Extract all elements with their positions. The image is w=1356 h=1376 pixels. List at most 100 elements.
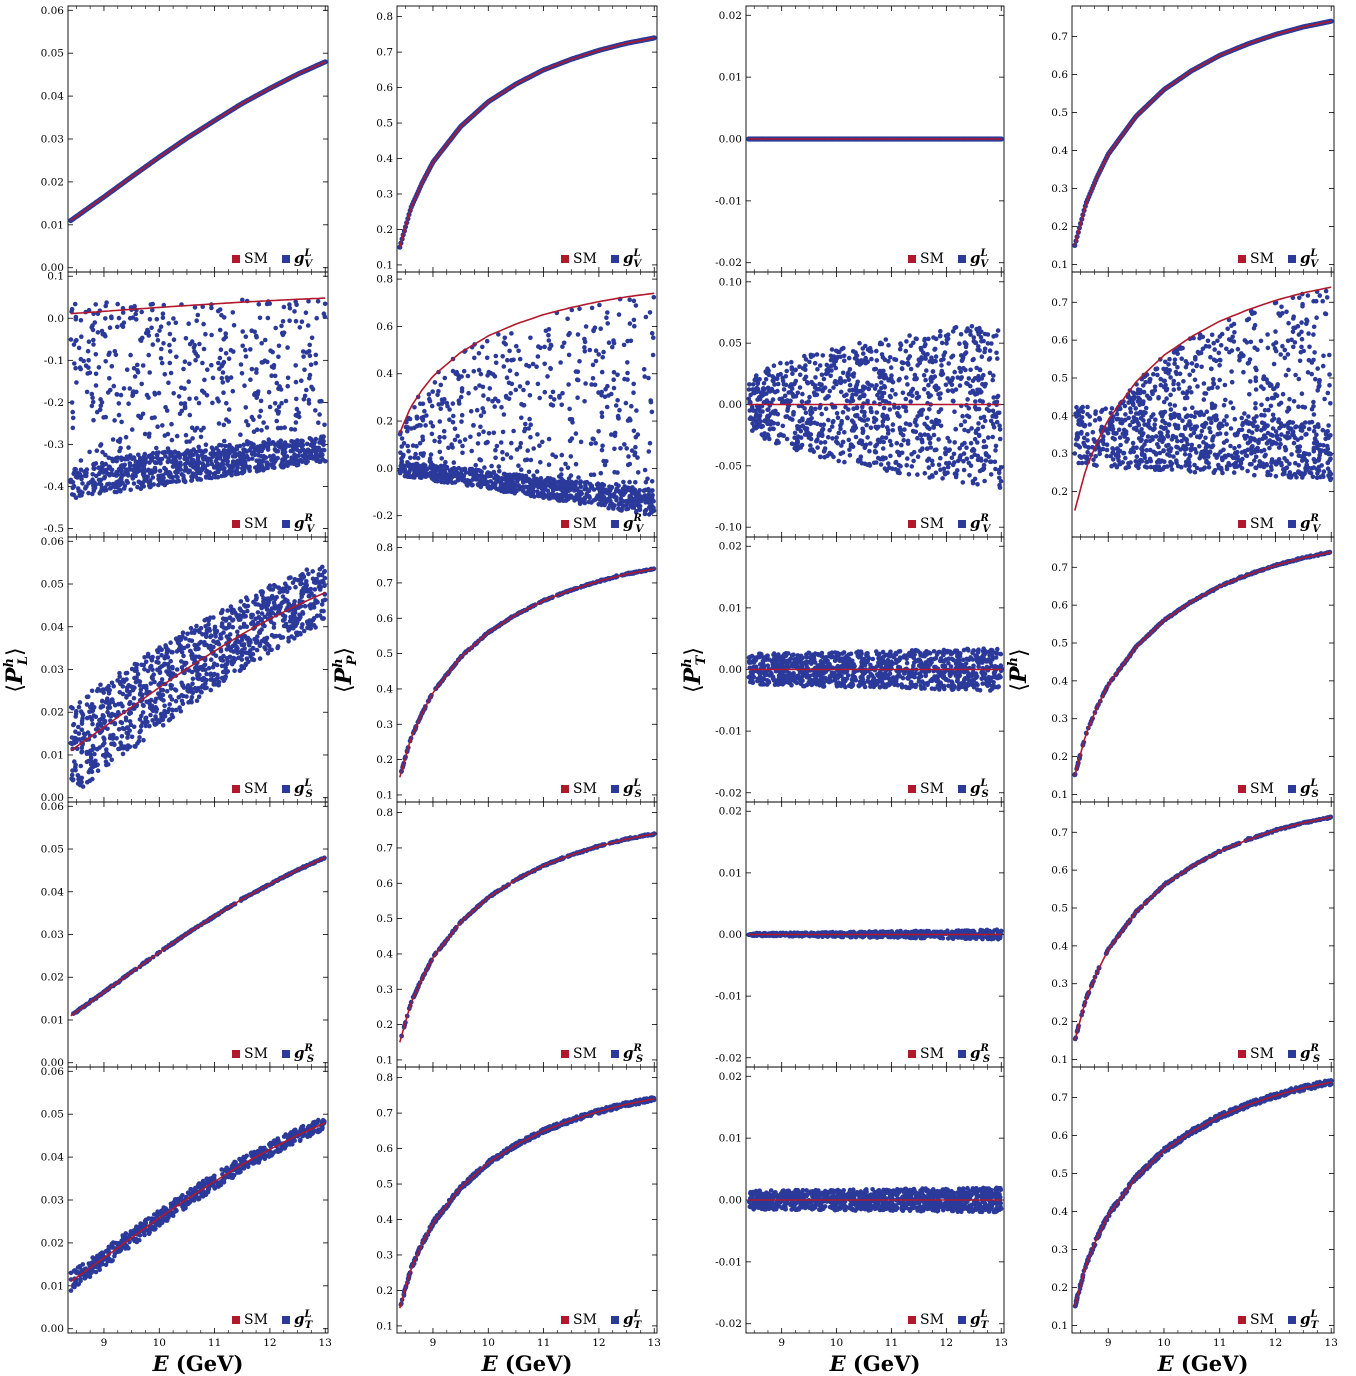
np-point [264,425,270,430]
np-point [217,462,223,468]
np-point [173,469,178,475]
np-point [212,451,217,457]
np-point [69,400,75,405]
np-point [241,1166,247,1171]
np-point [601,494,607,500]
np-point [550,484,555,489]
np-point [195,673,200,678]
np-point [258,453,264,459]
np-point [147,431,152,437]
np-point [206,1186,212,1192]
np-point [259,340,265,346]
np-point [117,674,122,679]
np-point [262,614,268,620]
np-point [271,453,276,459]
np-point [235,1170,240,1175]
np-point [290,448,296,454]
np-point [158,1219,163,1225]
np-point [283,1132,289,1137]
np-point [286,635,291,641]
sm-curve [70,297,326,315]
np-point [146,1231,152,1237]
np-point [567,487,573,493]
np-point [273,458,278,463]
np-point [219,1167,224,1172]
np-point [76,731,82,736]
np-point [204,631,209,636]
np-point [565,496,571,502]
np-point [254,370,259,375]
np-point [167,360,173,366]
np-point [156,450,161,455]
np-point [300,1123,306,1129]
np-point [131,695,137,701]
np-point [118,719,124,725]
np-point [164,408,170,413]
np-point [148,712,153,718]
np-point [150,307,155,313]
np-point [627,494,632,499]
np-point [162,449,167,455]
np-point [187,396,192,402]
plot-frame [67,5,329,273]
np-point [93,714,99,720]
np-point [216,467,221,473]
np-point [194,466,199,472]
np-point [110,1240,116,1245]
np-point [308,620,314,626]
np-point [124,1235,129,1240]
np-point [255,389,261,394]
np-point [650,492,655,498]
legend-coupling-label: gR V [294,513,315,535]
np-point [306,571,311,577]
np-point [301,354,306,359]
np-point [83,486,88,491]
np-point [86,490,91,496]
np-point [292,599,297,604]
np-point [120,310,126,315]
np-point [254,469,260,474]
np-point [432,474,438,479]
np-point [139,309,144,315]
np-point [114,736,119,741]
np-point [310,576,316,582]
np-point [103,759,109,764]
np-point [98,704,104,709]
np-point [72,1269,77,1274]
np-point [125,470,130,476]
np-point [106,455,112,461]
y-tick-label: 0.00 [41,792,64,804]
np-point [304,350,309,355]
np-point [153,696,159,702]
np-point [192,342,197,348]
np-point [220,380,226,385]
np-point [94,409,100,415]
np-point [97,491,102,496]
np-point [167,479,173,485]
np-point [103,452,108,458]
np-point [237,454,243,459]
np-point [231,1173,236,1178]
np-point [308,602,314,607]
np-point [223,626,229,631]
np-point [290,624,295,630]
np-point [293,621,299,626]
np-point [285,375,291,381]
panel-c1-r0: 0.10.20.30.40.50.60.70.8SM gL V [376,5,658,273]
np-point [110,736,116,741]
np-point [225,448,231,454]
np-point [138,690,143,696]
np-point [199,1181,205,1186]
np-point [183,336,189,341]
np-point [135,362,140,368]
np-point [194,425,200,431]
np-point [146,352,151,358]
np-point [164,648,170,654]
np-point [232,459,237,465]
np-point [133,311,138,317]
np-point [233,1160,238,1165]
y-tick-label: 0.03 [41,929,64,941]
np-point [184,439,189,445]
np-point [169,421,174,427]
np-point [300,610,305,615]
